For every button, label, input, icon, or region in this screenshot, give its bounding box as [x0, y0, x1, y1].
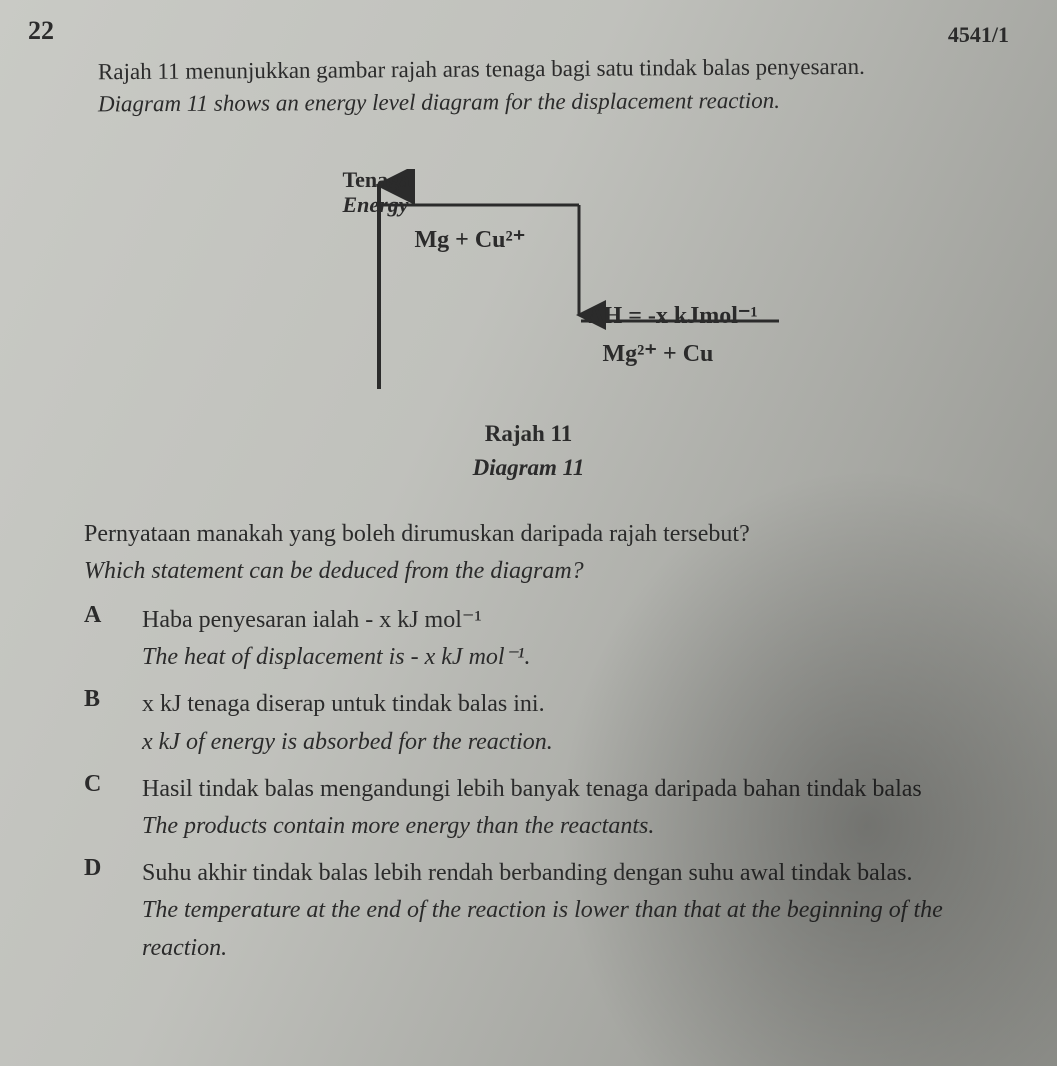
question-number: 22: [28, 16, 54, 46]
option-a-bm: Haba penyesaran ialah - x kJ mol⁻¹: [142, 607, 482, 633]
question-intro: Rajah 11 menunjukkan gambar rajah aras t…: [98, 52, 1015, 119]
exam-page: 22 4541/1 Rajah 11 menunjukkan gambar ra…: [0, 0, 1057, 1066]
option-d-bm: Suhu akhir tindak balas lebih rendah ber…: [142, 860, 912, 886]
option-c-bm: Hasil tindak balas mengandungi lebih ban…: [142, 776, 922, 802]
option-d: D Suhu akhir tindak balas lebih rendah b…: [84, 855, 1015, 967]
y-axis-label: Tenaga Energy: [343, 167, 411, 218]
option-d-en: The temperature at the end of the reacti…: [142, 892, 1015, 966]
axis-label-en: Energy: [343, 192, 411, 217]
paper-code: 4541/1: [948, 22, 1009, 48]
products-label: Mg²⁺ + Cu: [603, 339, 714, 368]
stem-bm: Pernyataan manakah yang boleh dirumuskan…: [84, 516, 1015, 553]
caption-bm: Rajah 11: [249, 417, 809, 452]
option-a-en: The heat of displacement is - x kJ mol⁻¹…: [142, 639, 1015, 676]
option-c: C Hasil tindak balas mengandungi lebih b…: [84, 771, 1015, 845]
option-letter: C: [84, 771, 110, 845]
option-letter: A: [84, 602, 110, 676]
option-a: A Haba penyesaran ialah - x kJ mol⁻¹ The…: [84, 602, 1015, 676]
axis-label-bm: Tenaga: [343, 167, 411, 192]
option-b-bm: x kJ tenaga diserap untuk tindak balas i…: [142, 691, 545, 717]
option-b: B x kJ tenaga diserap untuk tindak balas…: [84, 686, 1015, 760]
option-b-en: x kJ of energy is absorbed for the react…: [142, 724, 1015, 761]
option-letter: D: [84, 855, 110, 967]
option-c-en: The products contain more energy than th…: [142, 808, 1015, 845]
option-letter: B: [84, 686, 110, 760]
energy-level-diagram: Tenaga Energy Mg + Cu²⁺ ΔH = -x kJmol⁻¹ …: [249, 169, 809, 486]
stem-en: Which statement can be deduced from the …: [84, 553, 1015, 590]
reactants-label: Mg + Cu²⁺: [415, 225, 526, 254]
diagram-caption: Rajah 11 Diagram 11: [249, 417, 809, 486]
diagram-svg: [249, 169, 809, 399]
intro-en: Diagram 11 shows an energy level diagram…: [98, 83, 1015, 121]
question-stem: Pernyataan manakah yang boleh dirumuskan…: [84, 516, 1015, 590]
delta-h-label: ΔH = -x kJmol⁻¹: [589, 301, 758, 330]
options-list: A Haba penyesaran ialah - x kJ mol⁻¹ The…: [84, 602, 1015, 967]
caption-en: Diagram 11: [249, 451, 809, 486]
